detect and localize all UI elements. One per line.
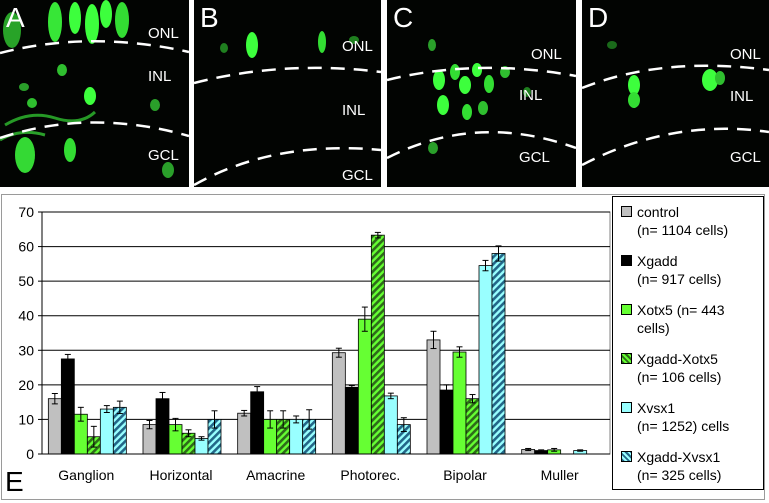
y-tick-label: 0 bbox=[26, 446, 34, 462]
bar-control-amacrine bbox=[237, 412, 252, 455]
legend-swatch bbox=[621, 402, 632, 413]
panel-b-gcl-label: GCL bbox=[342, 167, 373, 184]
legend-text-line: Xgadd bbox=[637, 253, 678, 269]
legend-swatch bbox=[621, 304, 632, 315]
y-tick-label: 50 bbox=[18, 273, 34, 289]
y-tick-label: 40 bbox=[18, 308, 34, 324]
panel-c-onl-label: ONL bbox=[531, 46, 562, 63]
bar-xgadd-ganglion bbox=[60, 358, 75, 455]
panel-d-onl-label: ONL bbox=[730, 46, 761, 63]
micrograph-b-image bbox=[194, 31, 381, 187]
y-tick-label: 30 bbox=[18, 342, 34, 358]
bar-chart: 0 10 20 30 40 50 60 70 Ganglion Horizontal Amacrin… bbox=[18, 204, 611, 483]
bar-xvsx1-horizontal bbox=[194, 438, 209, 455]
legend-text-line: Xgadd-Xvsx1 bbox=[637, 449, 721, 465]
bar-xvsx1-photorec bbox=[383, 395, 398, 455]
micrograph-panel-d: D ONL INL GCL bbox=[582, 0, 769, 187]
panel-c-inl-label: INL bbox=[519, 87, 543, 104]
y-tick-label: 10 bbox=[18, 411, 34, 427]
x-tick-label: Ganglion bbox=[58, 467, 114, 483]
legend-swatch bbox=[621, 451, 632, 462]
bar-xgadd-xotx5-photorec bbox=[370, 234, 385, 455]
legend-swatch bbox=[621, 255, 632, 266]
panel-a-onl-label: ONL bbox=[148, 25, 179, 42]
legend-text-line: Xgadd-Xotx5 bbox=[637, 351, 718, 367]
x-tick-label: Photorec. bbox=[340, 467, 400, 483]
legend-text-line: Xotx5 (n= 443 bbox=[637, 302, 725, 318]
chart-legend: control (n= 1104 cells) Xgadd (n= 917 cells… bbox=[612, 196, 764, 490]
bar-control-photorec bbox=[331, 352, 346, 455]
panel-c-letter: C bbox=[393, 2, 414, 33]
panel-a-inl-label: INL bbox=[148, 68, 172, 85]
micrograph-a-image bbox=[0, 0, 189, 178]
legend-text-line: (n= 1104 cells) bbox=[637, 222, 729, 238]
panel-a-gcl-label: GCL bbox=[148, 147, 179, 164]
bar-xgadd-amacrine bbox=[250, 391, 265, 455]
legend-swatch bbox=[621, 206, 632, 217]
micrograph-panel-a: A ONL INL GCL bbox=[0, 0, 189, 187]
bar-xvsx1-bipolar bbox=[478, 265, 493, 455]
legend-swatch bbox=[621, 353, 632, 364]
panel-e-letter: E bbox=[5, 466, 24, 497]
y-tick-label: 70 bbox=[18, 204, 34, 220]
legend-text-line: Xvsx1 bbox=[637, 400, 676, 416]
panel-b-inl-label: INL bbox=[342, 102, 366, 119]
bar-xgadd-xvsx1-bipolar bbox=[491, 253, 506, 455]
legend-text-line: (n= 325 cells) bbox=[637, 467, 722, 483]
panel-b-onl-label: ONL bbox=[342, 38, 373, 55]
bar-xgadd-bipolar bbox=[439, 389, 454, 455]
x-tick-label: Amacrine bbox=[246, 467, 305, 483]
x-tick-label: Bipolar bbox=[443, 467, 487, 483]
bar-control-bipolar bbox=[426, 339, 441, 455]
legend-text-line: (n= 106 cells) bbox=[637, 369, 722, 385]
panel-d-gcl-label: GCL bbox=[730, 149, 761, 166]
bar-control-ganglion bbox=[47, 398, 62, 455]
legend-text-line: control bbox=[637, 204, 680, 220]
x-tick-label: Muller bbox=[541, 467, 579, 483]
y-tick-label: 60 bbox=[18, 239, 34, 255]
bar-xvsx1-ganglion bbox=[99, 408, 114, 455]
bar-xvsx1-amacrine bbox=[289, 419, 304, 455]
bar-xgadd-xotx5-bipolar bbox=[465, 398, 480, 455]
micrograph-panel-c: C ONL INL GCL bbox=[387, 0, 576, 187]
panel-c-gcl-label: GCL bbox=[519, 149, 550, 166]
legend-text-line: (n= 1252) cells bbox=[637, 418, 730, 434]
plot-area bbox=[41, 211, 611, 455]
panel-d-inl-label: INL bbox=[730, 88, 754, 105]
legend-text-line: cells) bbox=[637, 320, 670, 336]
micrograph-d-image bbox=[582, 41, 769, 167]
bar-xgadd-horizontal bbox=[155, 398, 170, 455]
y-tick-label: 20 bbox=[18, 377, 34, 393]
x-tick-label: Horizontal bbox=[149, 467, 212, 483]
micrograph-c-image bbox=[387, 39, 576, 160]
bar-xotx5-photorec bbox=[357, 318, 372, 455]
panel-b-letter: B bbox=[200, 2, 219, 33]
panel-d-letter: D bbox=[588, 2, 609, 33]
legend-text-line: (n= 917 cells) bbox=[637, 271, 722, 287]
micrograph-panel-b: B ONL INL GCL bbox=[194, 0, 381, 187]
bar-xgadd-photorec bbox=[344, 386, 359, 455]
panel-a-letter: A bbox=[6, 2, 25, 33]
bar-xotx5-bipolar bbox=[452, 351, 467, 455]
bar-xgadd-xvsx1-ganglion bbox=[112, 406, 127, 455]
